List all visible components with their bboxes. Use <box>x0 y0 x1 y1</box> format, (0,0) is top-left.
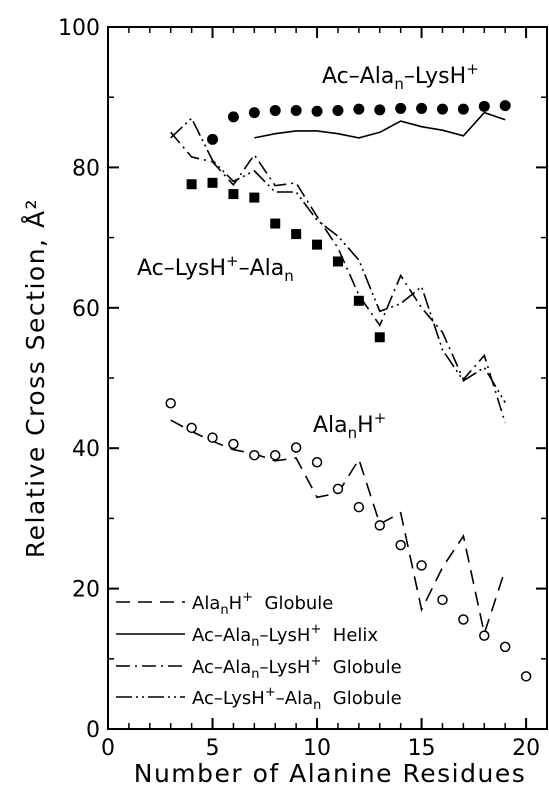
filled-square-point <box>228 189 239 200</box>
filled-circle-point <box>499 100 511 112</box>
open-circle-point <box>332 483 344 495</box>
data-markers <box>165 100 532 682</box>
y-tick-label: 20 <box>72 578 100 603</box>
filled-square-point <box>291 229 302 240</box>
annotation-ala: AlanH+ <box>313 409 386 442</box>
filled-square-point <box>353 295 364 306</box>
open-circle-point <box>228 438 239 450</box>
legend-label: Ac–Alan–LysH+ Helix <box>192 622 378 650</box>
y-tick-label: 100 <box>58 16 100 41</box>
filled-circle-point <box>436 103 448 115</box>
x-tick-label: 15 <box>408 736 436 761</box>
filled-circle-point <box>353 103 365 115</box>
filled-circle-point <box>311 105 323 117</box>
x-tick-label: 5 <box>206 736 220 761</box>
x-tick-label: 20 <box>512 736 540 761</box>
series-line-helix-solid <box>254 111 506 139</box>
filled-circle-point <box>290 105 302 117</box>
filled-circle-point <box>395 102 407 114</box>
series-line-ac-ala-lys-globule-dashdot <box>170 131 506 424</box>
filled-square-point <box>186 179 197 190</box>
filled-square-point <box>270 218 281 229</box>
filled-square-point <box>207 177 218 188</box>
filled-circle-point <box>332 105 344 117</box>
open-circle-point <box>311 456 323 468</box>
x-tick-label: 10 <box>303 736 331 761</box>
y-tick-label: 60 <box>72 297 100 322</box>
series-line-ala-globule-dashed <box>170 419 506 637</box>
legend-label: Ac–LysH+–Alan Globule <box>192 685 402 713</box>
ticks: 0 5 10 15 20 0 20 40 60 80 100 <box>58 16 547 761</box>
legend-label: AlanH+ Globule <box>192 590 333 618</box>
open-circle-point <box>186 422 197 434</box>
legend: AlanH+ Globule Ac–Alan–LysH+ Helix Ac–Alan… <box>116 590 402 713</box>
y-tick-label: 0 <box>86 718 100 743</box>
legend-label: Ac–Alan–LysH+ Globule <box>192 654 402 682</box>
open-circle-point <box>249 449 260 461</box>
filled-circle-point <box>269 105 281 117</box>
open-circle-point <box>395 539 406 551</box>
open-circle-point <box>458 614 469 625</box>
y-axis-title: Relative Cross Section, Å² <box>21 198 50 558</box>
filled-circle-point <box>227 111 239 123</box>
filled-circle-point <box>207 133 219 145</box>
filled-square-point <box>332 256 343 267</box>
open-circle-point <box>520 671 532 682</box>
open-circle-point <box>165 398 176 409</box>
open-circle-point <box>269 449 281 461</box>
open-circle-point <box>437 594 448 606</box>
open-circle-point <box>479 630 490 641</box>
x-tick-label: 0 <box>101 736 115 761</box>
annotation-ac-ala-lys: Ac–Alan–LysH+ <box>322 60 479 93</box>
filled-circle-point <box>248 107 260 119</box>
open-circle-point <box>416 560 427 571</box>
filled-circle-point <box>457 103 469 115</box>
y-tick-label: 80 <box>72 156 100 181</box>
y-tick-label: 40 <box>72 437 100 462</box>
data-lines <box>170 111 506 637</box>
x-axis-title: Number of Alanine Residues <box>134 759 526 788</box>
filled-square-point <box>374 332 385 343</box>
open-circle-point <box>207 432 218 443</box>
filled-square-point <box>249 192 260 203</box>
open-circle-point <box>290 442 302 453</box>
filled-circle-point <box>478 100 490 112</box>
open-circle-point <box>499 641 511 653</box>
annotation-ac-lys-ala: Ac–LysH+–Alan <box>137 252 294 285</box>
filled-square-point <box>312 239 323 250</box>
open-circle-point <box>374 520 386 531</box>
filled-circle-point <box>416 102 428 114</box>
series-line-ac-lys-ala-globule-dashdotdot <box>170 116 506 404</box>
open-circle-point <box>353 501 365 513</box>
filled-circle-point <box>374 104 386 116</box>
